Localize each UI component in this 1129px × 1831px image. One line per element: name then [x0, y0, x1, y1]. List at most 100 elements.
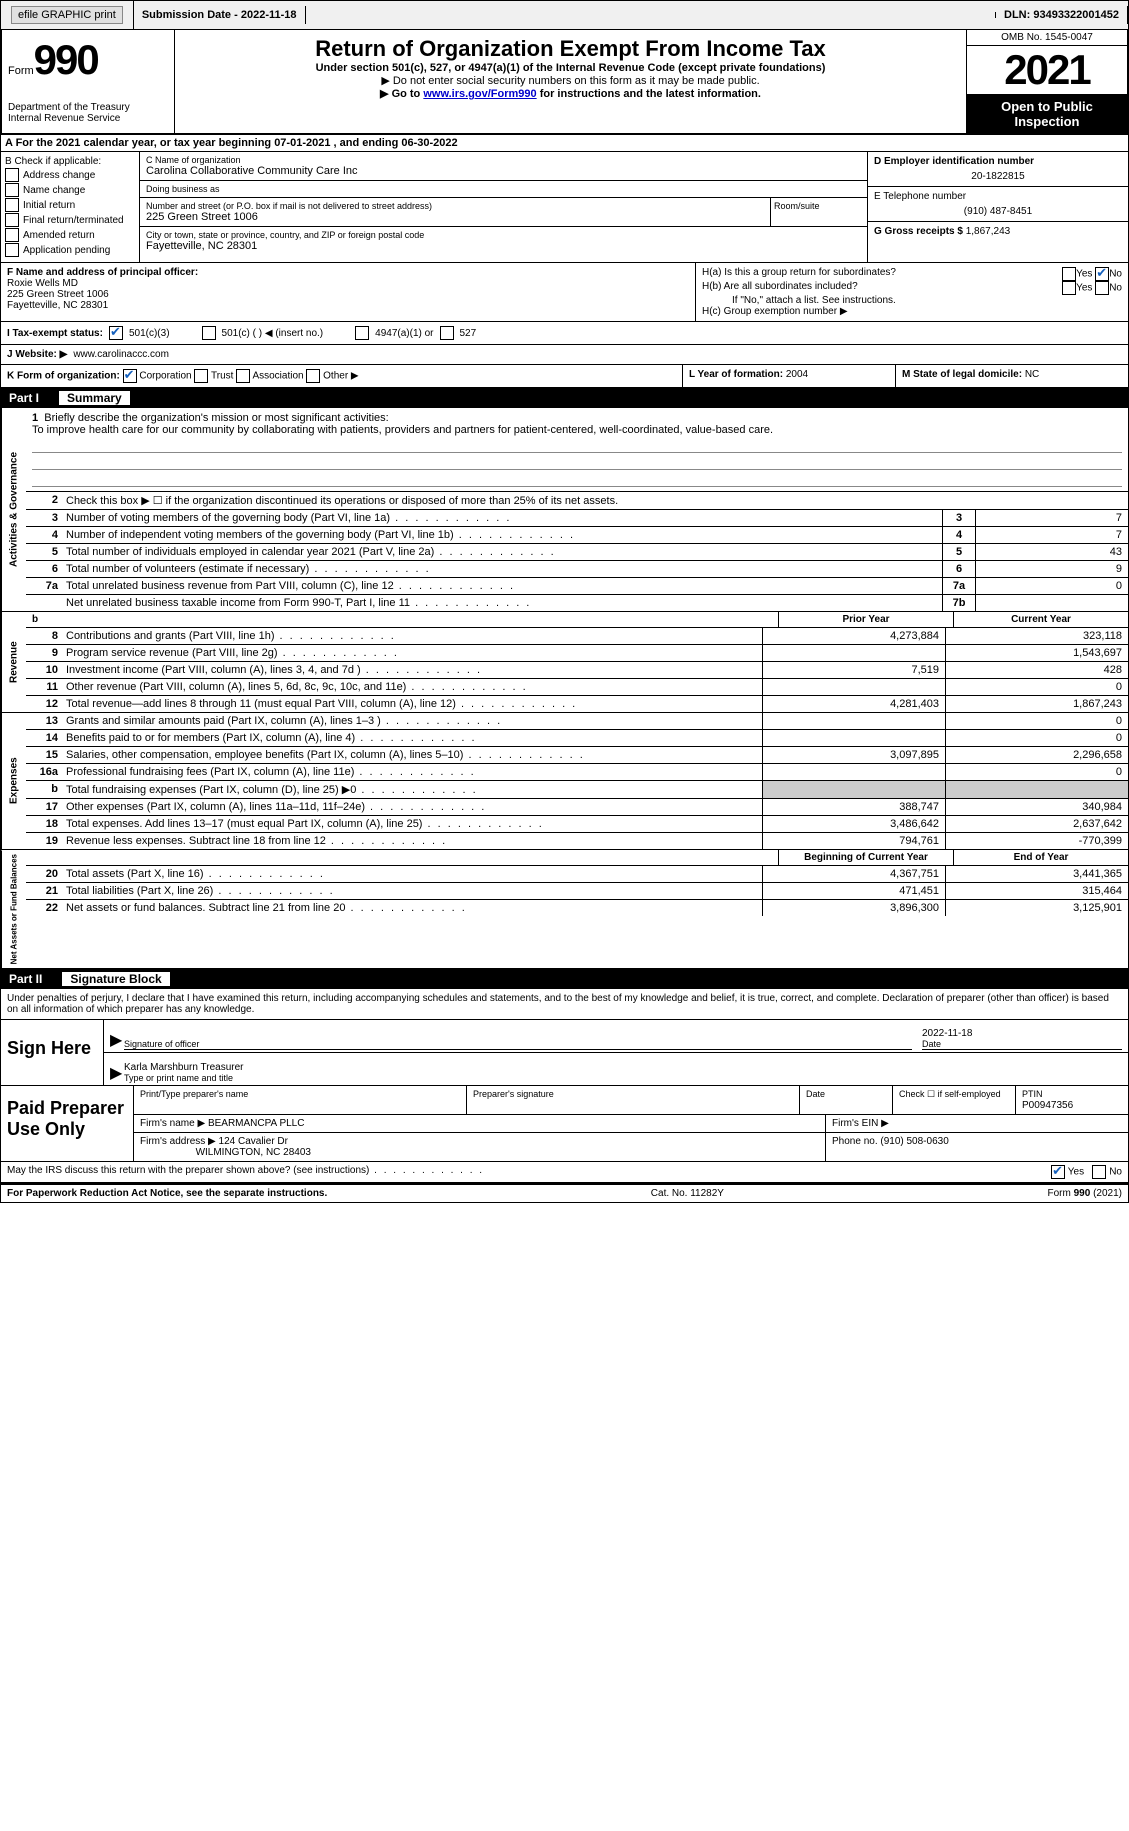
rev-col-headers: b Prior Year Current Year: [26, 612, 1128, 628]
main-title: Return of Organization Exempt From Incom…: [181, 36, 960, 62]
entity-section: B Check if applicable: Address change Na…: [0, 152, 1129, 263]
street-label: Number and street (or P.O. box if mail i…: [146, 201, 764, 211]
expenses-section: Expenses 13Grants and similar amounts pa…: [0, 713, 1129, 850]
city-label: City or town, state or province, country…: [146, 230, 861, 240]
form-label: Form: [8, 65, 34, 77]
chk-name-change[interactable]: [5, 183, 19, 197]
firm-addr-label: Firm's address ▶: [140, 1136, 216, 1147]
date-label: Date: [922, 1039, 1122, 1049]
submission-date: Submission Date - 2022-11-18: [134, 6, 306, 24]
prior-year-header: Prior Year: [778, 612, 953, 627]
officer-name: Roxie Wells MD: [7, 278, 689, 289]
row-i-tax-status: I Tax-exempt status: 501(c)(3) 501(c) ( …: [0, 322, 1129, 345]
year-formation: 2004: [786, 369, 808, 380]
ha-no[interactable]: [1095, 267, 1109, 281]
officer-name-line: ▶ Karla Marshburn Treasurer Type or prin…: [104, 1053, 1128, 1085]
chk-app-pending[interactable]: [5, 243, 19, 257]
phone-cell: E Telephone number (910) 487-8451: [868, 187, 1128, 222]
col-b-checkboxes: B Check if applicable: Address change Na…: [1, 152, 140, 262]
line2-num: 2: [26, 492, 62, 509]
chk-address-change[interactable]: [5, 168, 19, 182]
discuss-yes[interactable]: [1051, 1165, 1065, 1179]
title-box: Return of Organization Exempt From Incom…: [175, 30, 967, 133]
gross-cell: G Gross receipts $ 1,867,243: [868, 222, 1128, 241]
line2-row: 2 Check this box ▶ ☐ if the organization…: [26, 492, 1128, 510]
spacer: [306, 12, 997, 18]
summary-row: 8Contributions and grants (Part VIII, li…: [26, 628, 1128, 645]
dba-cell: Doing business as: [140, 181, 867, 198]
form-number: 990: [34, 36, 98, 83]
street-cell: Number and street (or P.O. box if mail i…: [140, 198, 771, 226]
ein-label: D Employer identification number: [874, 156, 1122, 167]
dept-treasury: Department of the Treasury: [8, 102, 168, 113]
open-inspection: Open to PublicInspection: [967, 95, 1127, 133]
part1-title: Summary: [59, 391, 130, 405]
col-f-officer: F Name and address of principal officer:…: [1, 263, 695, 321]
chk-association[interactable]: [236, 369, 250, 383]
room-suite-cell: Room/suite: [771, 198, 867, 226]
chk-4947[interactable]: [355, 326, 369, 340]
chk-initial-return[interactable]: [5, 198, 19, 212]
ein-cell: D Employer identification number 20-1822…: [868, 152, 1128, 187]
street-value: 225 Green Street 1006: [146, 211, 764, 223]
website-value: www.carolinaccc.com: [73, 349, 169, 360]
discuss-text: May the IRS discuss this return with the…: [7, 1165, 369, 1176]
row-fh: F Name and address of principal officer:…: [0, 263, 1129, 322]
line2-text: Check this box ▶ ☐ if the organization d…: [62, 492, 1128, 509]
begin-year-header: Beginning of Current Year: [778, 850, 953, 865]
hb-note: If "No," attach a list. See instructions…: [702, 295, 1122, 306]
name-title-label: Type or print name and title: [124, 1073, 1122, 1083]
firm-ein-label: Firm's EIN ▶: [832, 1118, 889, 1129]
sign-here-label: Sign Here: [1, 1020, 104, 1085]
discuss-no[interactable]: [1092, 1165, 1106, 1179]
chk-501c3[interactable]: [109, 326, 123, 340]
col-k-form-org: K Form of organization: Corporation Trus…: [1, 365, 683, 387]
prep-phone-label: Phone no.: [832, 1136, 880, 1147]
chk-amended[interactable]: [5, 228, 19, 242]
room-label: Room/suite: [774, 201, 820, 211]
org-name-label: C Name of organization: [146, 155, 861, 165]
self-employed-label: Check ☐ if self-employed: [899, 1089, 1001, 1099]
ptin-value: P00947356: [1022, 1100, 1073, 1111]
tax-status-label: I Tax-exempt status:: [7, 328, 103, 339]
part1-num: Part I: [9, 391, 39, 405]
ha-yes[interactable]: [1062, 267, 1076, 281]
prep-sig-label: Preparer's signature: [473, 1089, 554, 1099]
firm-addr1: 124 Cavalier Dr: [219, 1136, 288, 1147]
gross-value: 1,867,243: [966, 226, 1011, 237]
col-c-org-info: C Name of organization Carolina Collabor…: [140, 152, 868, 262]
hb-yes[interactable]: [1062, 281, 1076, 295]
paperwork-notice: For Paperwork Reduction Act Notice, see …: [7, 1188, 327, 1199]
chk-trust[interactable]: [194, 369, 208, 383]
gross-label: G Gross receipts $: [874, 226, 966, 237]
omb-number: OMB No. 1545-0047: [967, 30, 1127, 46]
part2-title: Signature Block: [62, 972, 169, 986]
current-year-header: Current Year: [953, 612, 1128, 627]
goto-instr: ▶ Go to www.irs.gov/Form990 for instruct…: [181, 87, 960, 100]
summary-row: 20Total assets (Part X, line 16)4,367,75…: [26, 866, 1128, 883]
preparer-row2: Firm's name ▶ BEARMANCPA PLLC Firm's EIN…: [134, 1115, 1128, 1133]
phone-label: E Telephone number: [874, 191, 1122, 202]
section-a-tax-year: A For the 2021 calendar year, or tax yea…: [0, 135, 1129, 152]
chk-501c[interactable]: [202, 326, 216, 340]
mission-label: Briefly describe the organization's miss…: [44, 412, 388, 424]
efile-graphic-btn[interactable]: efile GRAPHIC print: [11, 6, 123, 24]
summary-row: 12Total revenue—add lines 8 through 11 (…: [26, 696, 1128, 712]
firm-name: BEARMANCPA PLLC: [208, 1118, 305, 1129]
preparer-row3: Firm's address ▶ 124 Cavalier Dr WILMING…: [134, 1133, 1128, 1161]
dba-label: Doing business as: [146, 184, 861, 194]
chk-corporation[interactable]: [123, 369, 137, 383]
form990-link[interactable]: www.irs.gov/Form990: [423, 88, 536, 100]
chk-final-return[interactable]: [5, 213, 19, 227]
vert-label-exp: Expenses: [1, 713, 26, 849]
hb-no[interactable]: [1095, 281, 1109, 295]
chk-527[interactable]: [440, 326, 454, 340]
city-value: Fayetteville, NC 28301: [146, 240, 861, 252]
summary-row: 10Investment income (Part VIII, column (…: [26, 662, 1128, 679]
chk-other[interactable]: [306, 369, 320, 383]
mission-block: 1 Briefly describe the organization's mi…: [26, 408, 1128, 492]
summary-row: Net unrelated business taxable income fr…: [26, 595, 1128, 611]
end-year-header: End of Year: [953, 850, 1128, 865]
cat-number: Cat. No. 11282Y: [651, 1188, 724, 1199]
summary-row: 13Grants and similar amounts paid (Part …: [26, 713, 1128, 730]
